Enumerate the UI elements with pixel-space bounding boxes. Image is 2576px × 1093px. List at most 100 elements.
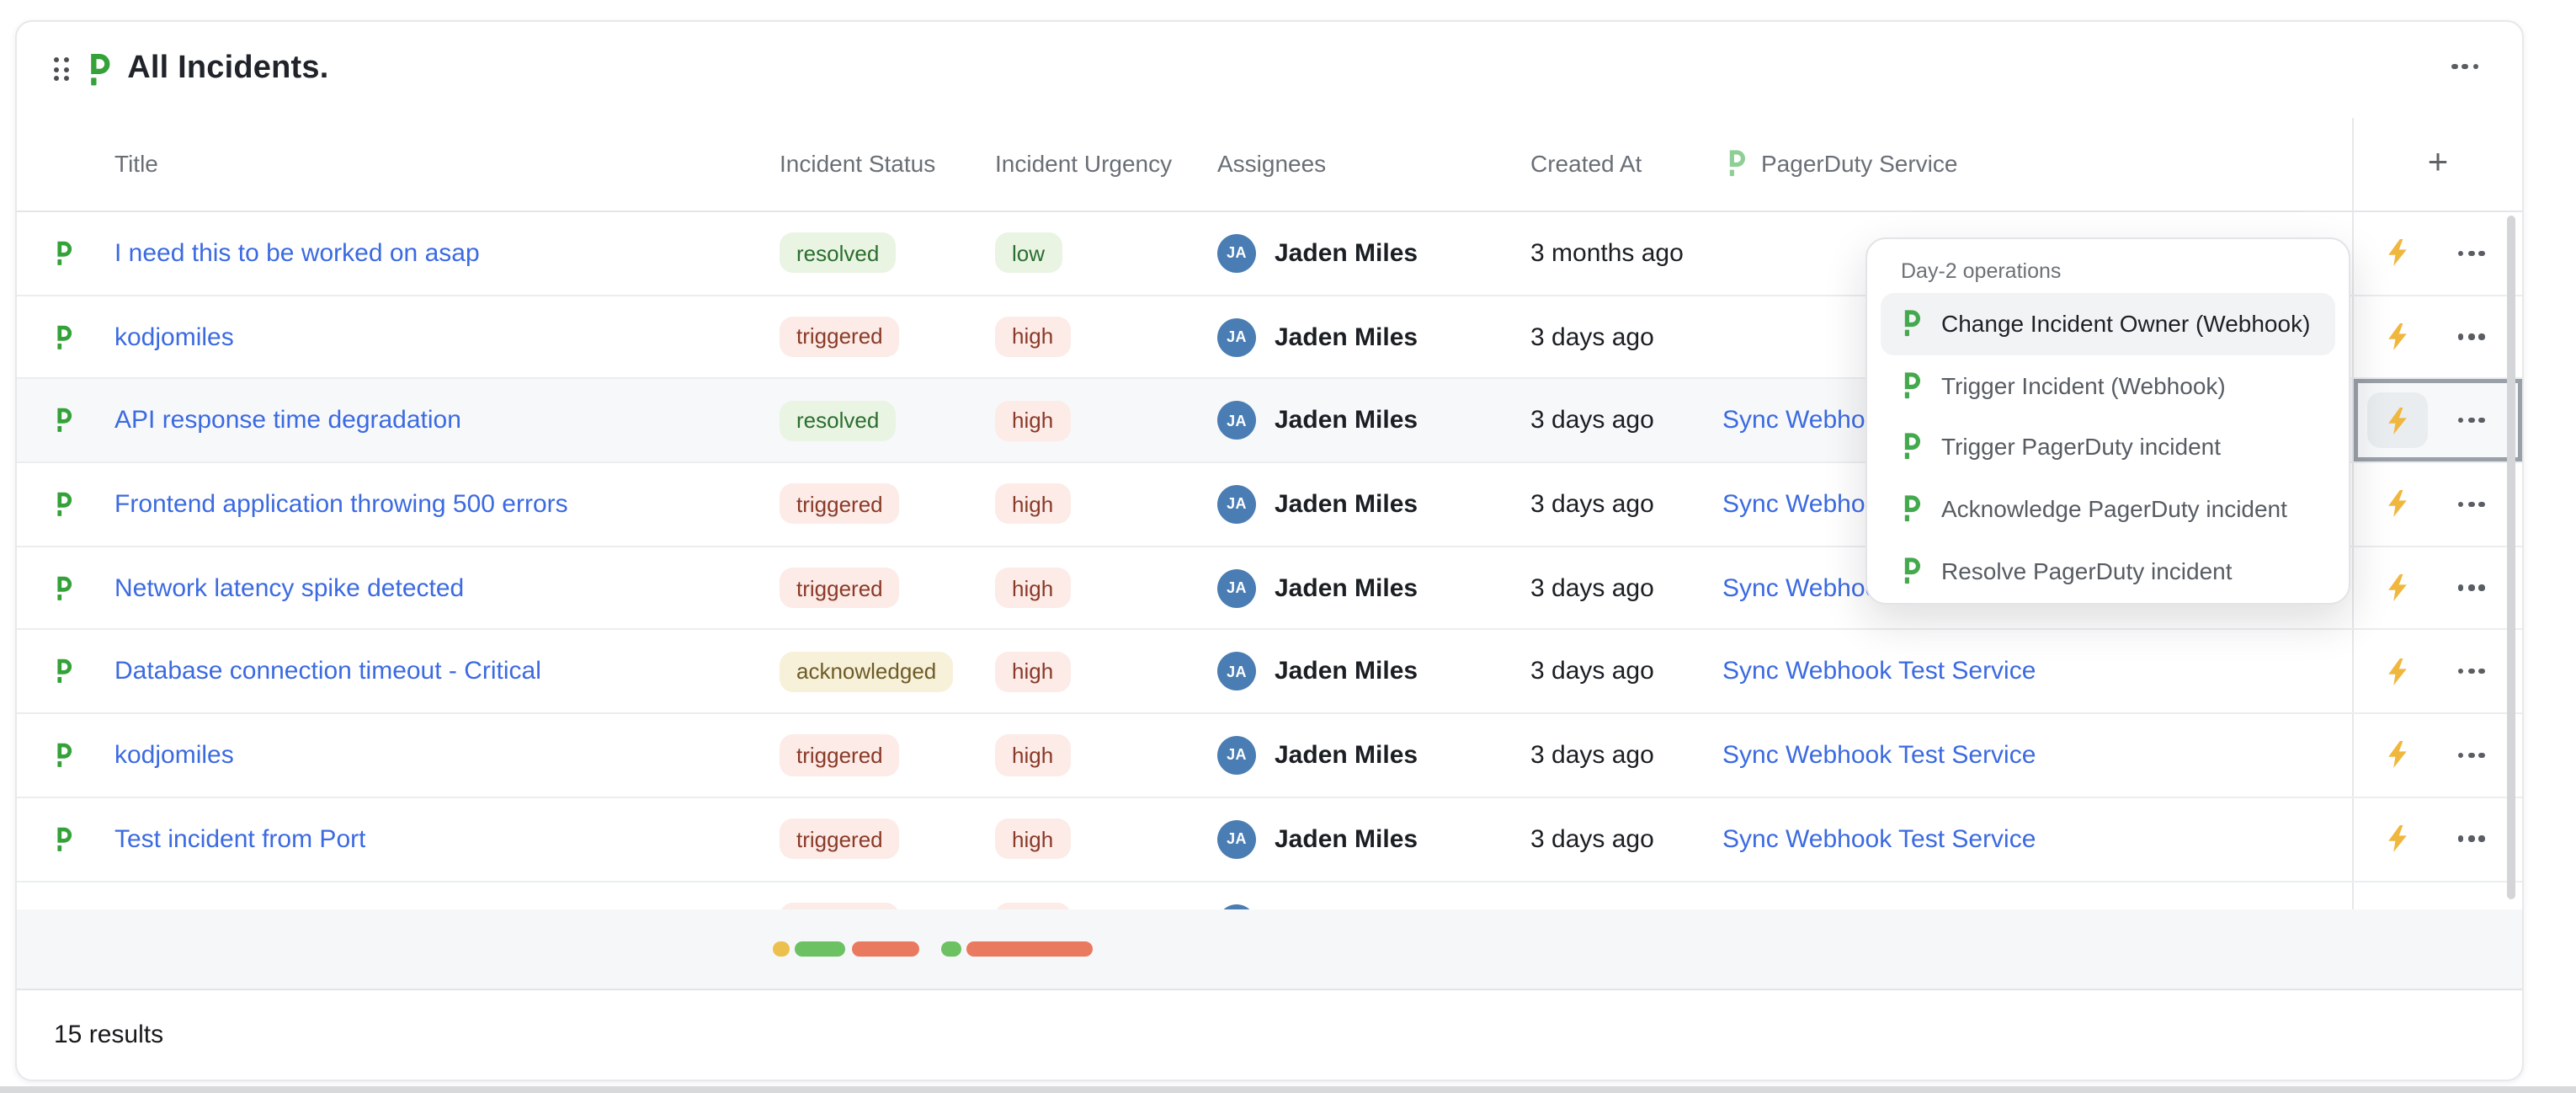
ellipsis-icon <box>2458 669 2485 674</box>
incident-title-link[interactable]: Network latency spike detected <box>114 573 465 603</box>
vertical-scrollbar[interactable] <box>2507 215 2515 898</box>
title-cell: Test incident from Port <box>114 798 780 880</box>
service-link[interactable]: Sync Webhook Test Service <box>1722 824 2036 854</box>
run-action-button[interactable] <box>2367 392 2428 449</box>
results-count: 15 results <box>54 1021 164 1050</box>
assignee-cell: JA Jaden Miles <box>1217 380 1517 461</box>
row-menu-button[interactable] <box>2451 324 2492 350</box>
row-menu-button[interactable] <box>2451 575 2492 601</box>
actions-cell <box>2352 296 2522 378</box>
assignee-cell: JA Jaden Miles <box>1217 463 1517 545</box>
run-action-button[interactable] <box>2367 896 2428 909</box>
row-menu-button[interactable] <box>2451 826 2492 852</box>
run-action-button[interactable] <box>2367 811 2428 866</box>
status-badge: triggered <box>780 568 900 609</box>
column-header-created-at[interactable]: Created At <box>1530 150 1642 178</box>
title-cell: I need this to be worked on asap <box>114 212 780 294</box>
column-header-pagerduty-service[interactable]: PagerDuty Service <box>1702 117 2352 211</box>
assignee-cell: JA Jaden Miles <box>1217 798 1517 880</box>
table-row: Test incident from Port triggered high J… <box>17 797 2522 882</box>
incident-title-link[interactable]: kodjomiles <box>114 740 234 770</box>
menu-item[interactable]: Trigger PagerDuty incident <box>1881 416 2335 477</box>
lightning-bolt-icon <box>2388 825 2407 853</box>
row-icon-cell <box>17 547 114 629</box>
incident-title-link[interactable]: kodjomiles <box>114 323 234 352</box>
title-cell: Database connection timeout - Critical <box>114 631 780 712</box>
urgency-badge: high <box>995 483 1071 525</box>
created-at-cell: 3 days ago <box>1530 824 1654 854</box>
row-menu-button[interactable] <box>2451 491 2492 517</box>
summary-pill <box>966 941 1093 957</box>
add-column-button[interactable]: + <box>2427 142 2449 182</box>
service-link[interactable]: Sync Webhook Test Service <box>1722 657 2036 686</box>
status-cell: triggered <box>780 547 995 629</box>
service-link[interactable]: Sync Webhook Test Service <box>1722 740 2036 770</box>
assignee-name: Jaden Miles <box>1275 489 1418 519</box>
widget-menu-button[interactable] <box>2445 56 2485 76</box>
urgency-cell: high <box>995 882 1217 909</box>
avatar: JA <box>1217 819 1256 859</box>
widget-header: All Incidents. <box>17 21 2522 117</box>
created-at-cell: 3 months ago <box>1530 238 1684 268</box>
actions-cell <box>2352 630 2522 713</box>
incident-title-link[interactable]: I need this to be worked on asap <box>114 238 480 268</box>
table-row: Database connection timeout - Critical a… <box>17 630 2522 715</box>
actions-cell <box>2352 882 2522 909</box>
run-action-button[interactable] <box>2367 309 2428 365</box>
run-action-button[interactable] <box>2367 226 2428 281</box>
row-menu-button[interactable] <box>2451 240 2492 266</box>
column-header-title[interactable]: Title <box>114 150 158 178</box>
menu-item[interactable]: Acknowledge PagerDuty incident <box>1881 478 2335 540</box>
created-at-cell: 3 days ago <box>1530 323 1654 352</box>
lightning-bolt-icon <box>2388 239 2407 267</box>
assignee-name: Jaden Miles <box>1275 406 1418 435</box>
urgency-cell: high <box>995 380 1217 461</box>
row-menu-button[interactable] <box>2451 658 2492 685</box>
pagerduty-icon <box>57 324 72 349</box>
row-menu-button[interactable] <box>2451 743 2492 769</box>
lightning-bolt-icon <box>2388 490 2407 518</box>
column-spacer <box>17 117 114 211</box>
urgency-badge: high <box>995 903 1071 909</box>
incident-title-link[interactable]: Database connection timeout - Critical <box>114 657 541 686</box>
run-action-button[interactable] <box>2367 560 2428 616</box>
row-icon-cell <box>17 631 114 712</box>
pagerduty-logo-icon <box>90 53 109 85</box>
urgency-badge: high <box>995 734 1071 776</box>
summary-pill <box>795 941 845 957</box>
column-header-incident-status[interactable]: Incident Status <box>780 150 936 178</box>
assignee-name: Jaden Miles <box>1275 573 1418 603</box>
drag-handle-icon[interactable] <box>54 56 69 82</box>
menu-item[interactable]: Trigger Incident (Webhook) <box>1881 355 2335 416</box>
status-cell: triggered <box>780 882 995 909</box>
menu-item-label: Resolve PagerDuty incident <box>1941 557 2233 584</box>
incident-title-link[interactable]: Frontend application throwing 500 errors <box>114 489 568 519</box>
title-cell: kodjomiles <box>114 714 780 796</box>
column-header-assignees[interactable]: Assignees <box>1217 150 1327 178</box>
assignee-cell: JA Jaden Miles <box>1217 714 1517 796</box>
menu-item[interactable]: Change Incident Owner (Webhook) <box>1881 293 2335 355</box>
run-action-button[interactable] <box>2367 728 2428 783</box>
urgency-badge: high <box>995 818 1071 860</box>
run-action-button[interactable] <box>2367 477 2428 532</box>
assignee-cell: JA Jaden Miles <box>1217 631 1517 712</box>
service-cell: Sync Webhook Test Service <box>1702 631 2352 712</box>
page-title: All Incidents. <box>127 51 329 86</box>
status-cell: resolved <box>780 212 995 294</box>
assignee-name: Jaden Miles <box>1275 657 1418 686</box>
menu-item[interactable]: Resolve PagerDuty incident <box>1881 540 2335 601</box>
menu-item-label: Acknowledge PagerDuty incident <box>1941 495 2287 523</box>
column-header-incident-urgency[interactable]: Incident Urgency <box>995 150 1173 178</box>
incident-title-link[interactable]: API response time degradation <box>114 406 461 435</box>
summary-pill <box>941 941 961 957</box>
assignee-name: Jaden Miles <box>1275 740 1418 770</box>
row-menu-button[interactable] <box>2451 408 2492 434</box>
pagerduty-icon <box>57 659 72 684</box>
avatar: JA <box>1217 317 1256 357</box>
incident-title-link[interactable]: Test incident from Port <box>114 824 366 854</box>
ellipsis-icon <box>2458 250 2485 257</box>
actions-cell <box>2352 463 2522 546</box>
assignee-name: Jaden Miles <box>1275 323 1418 352</box>
run-action-button[interactable] <box>2367 644 2428 700</box>
